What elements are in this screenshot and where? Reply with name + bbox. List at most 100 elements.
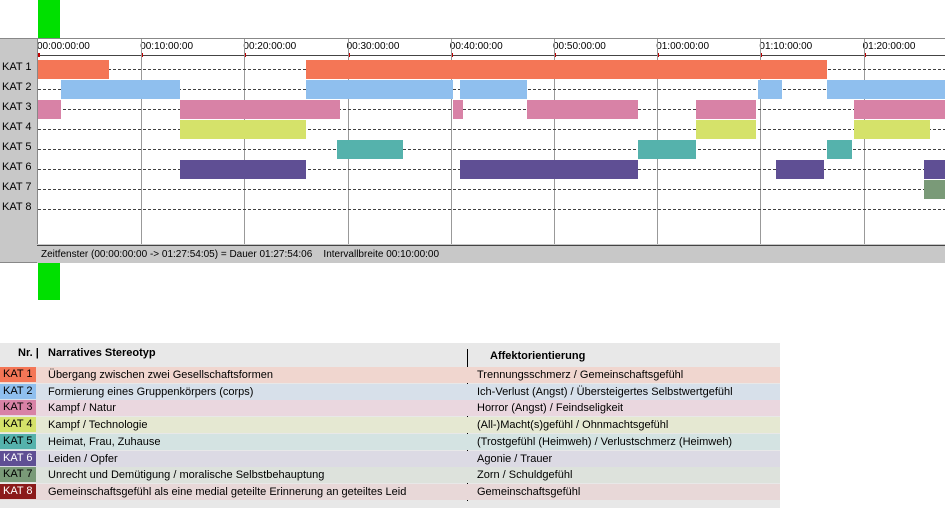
interval-gridline	[554, 39, 555, 244]
category-segment[interactable]	[924, 160, 945, 179]
row-guide-line	[38, 129, 945, 130]
status-bar: Zeitfenster (00:00:00:00 -> 01:27:54:05)…	[37, 245, 945, 263]
ruler-tick-marker	[554, 53, 556, 57]
category-segment[interactable]	[637, 140, 697, 159]
category-segment[interactable]	[758, 80, 783, 99]
ruler-tick-marker	[244, 53, 247, 57]
legend-header-affekt: Affektorientierung	[490, 350, 586, 362]
category-segment[interactable]	[180, 160, 307, 179]
category-segment[interactable]	[60, 80, 181, 99]
legend-affekt: Zorn / Schuldgefühl	[477, 469, 573, 482]
ruler-tick-label: 01:20:00:00	[862, 41, 916, 52]
legend-header-stereotyp: Narratives Stereotyp	[48, 347, 156, 359]
ruler-tick-label: 01:00:00:00	[656, 41, 710, 52]
row-label: KAT 7	[2, 181, 32, 193]
category-segment[interactable]	[854, 120, 930, 139]
time-ruler[interactable]: 00:00:00:00 00:10:00:00 00:20:00:00 00:30:0…	[37, 39, 945, 57]
ruler-tick-marker	[450, 53, 453, 57]
interval-gridline	[141, 39, 143, 244]
ruler-tick-marker	[141, 53, 144, 57]
legend-stereotyp: Kampf / Natur	[48, 402, 116, 415]
interval-gridline	[450, 39, 452, 244]
legend-row: KAT 3 Kampf / Natur Horror (Angst) / Feind…	[0, 400, 780, 417]
legend-row: KAT 2 Formierung eines Gruppenkörpers (co…	[0, 383, 780, 400]
interval-gridline	[863, 39, 865, 244]
category-segment[interactable]	[306, 60, 828, 79]
legend-affekt: (Trostgefühl (Heimweh) / Verlustschmerz …	[477, 435, 733, 448]
legend-row: KAT 5 Heimat, Frau, Zuhause (Trostgefühl (…	[0, 433, 780, 450]
row-label: KAT 5	[2, 141, 32, 153]
legend-row: KAT 7 Unrecht und Demütigung / moralische…	[0, 467, 780, 484]
legend-category-swatch: KAT 5	[0, 433, 36, 449]
ruler-tick-label: 00:20:00:00	[243, 41, 297, 52]
category-segment[interactable]	[696, 120, 757, 139]
interval-gridline	[760, 39, 762, 244]
legend-stereotyp: Leiden / Opfer	[48, 452, 118, 465]
ruler-tick-label: 00:10:00:00	[140, 41, 194, 52]
ruler-tick-label: 00:50:00:00	[553, 41, 606, 52]
category-segment[interactable]	[337, 140, 404, 159]
category-segment[interactable]	[696, 100, 757, 119]
track-area[interactable]: 00:00:00:00 00:10:00:00 00:20:00:00 00:30:0…	[37, 39, 945, 244]
ruler-tick-label: 00:00:00:00	[37, 41, 90, 52]
legend-affekt: Gemeinschaftsgefühl	[477, 485, 581, 498]
legend-stereotyp: Kampf / Technologie	[48, 419, 148, 432]
legend-stereotyp: Gemeinschaftsgefühl als eine medial gete…	[48, 485, 407, 498]
row-guide-line	[38, 189, 945, 190]
legend-stereotyp: Formierung eines Gruppenkörpers (corps)	[48, 385, 254, 398]
category-segment[interactable]	[452, 100, 464, 119]
playhead-marker-bottom[interactable]	[38, 263, 60, 300]
ruler-tick-label: 00:40:00:00	[449, 41, 503, 52]
legend-category-swatch: KAT 2	[0, 383, 36, 399]
legend-stereotyp: Unrecht und Demütigung / moralische Selb…	[48, 469, 325, 482]
legend-affekt: (All-)Macht(s)gefühl / Ohnmachtsgefühl	[477, 419, 669, 432]
category-legend: Nr. | Narratives Stereotyp Affektorienti…	[0, 343, 780, 508]
ruler-tick-marker	[347, 53, 350, 57]
ruler-tick-label: 01:10:00:00	[759, 41, 813, 52]
row-label: KAT 2	[2, 81, 32, 93]
legend-category-swatch: KAT 8	[0, 483, 36, 499]
category-segment[interactable]	[180, 100, 341, 119]
legend-row: KAT 4 Kampf / Technologie (All-)Macht(s)ge…	[0, 417, 780, 434]
ruler-tick-marker	[760, 53, 763, 57]
row-guide-line	[38, 149, 945, 150]
row-label: KAT 8	[2, 201, 32, 213]
category-segment[interactable]	[827, 80, 945, 99]
ruler-tick-marker	[38, 53, 40, 57]
category-segment[interactable]	[460, 80, 528, 99]
legend-category-swatch: KAT 1	[0, 367, 36, 382]
legend-row: KAT 8 Gemeinschaftsgefühl als eine medial…	[0, 483, 780, 500]
ruler-tick-marker	[657, 53, 660, 57]
category-segment[interactable]	[924, 180, 945, 199]
legend-category-swatch: KAT 4	[0, 417, 36, 433]
row-label: KAT 6	[2, 161, 32, 173]
row-label: KAT 4	[2, 121, 32, 133]
legend-header-nr: Nr. |	[18, 347, 39, 359]
legend-affekt: Trennungsschmerz / Gemeinschaftsgefühl	[477, 369, 684, 381]
row-guide-line	[38, 209, 945, 210]
row-label: KAT 3	[2, 101, 32, 113]
legend-stereotyp: Heimat, Frau, Zuhause	[48, 435, 161, 448]
legend-row: KAT 6 Leiden / Opfer Agonie / Trauer	[0, 450, 780, 467]
legend-category-swatch: KAT 7	[0, 467, 36, 483]
ruler-tick-marker	[863, 53, 866, 57]
category-segment[interactable]	[460, 160, 638, 179]
playhead-marker-top[interactable]	[38, 0, 60, 38]
category-segment[interactable]	[527, 100, 638, 119]
interval-gridline	[244, 39, 246, 244]
legend-category-swatch: KAT 6	[0, 450, 36, 466]
category-segment[interactable]	[180, 120, 307, 139]
category-segment[interactable]	[306, 80, 453, 99]
category-segment[interactable]	[775, 160, 825, 179]
legend-category-swatch: KAT 3	[0, 400, 36, 416]
legend-affekt: Horror (Angst) / Feindseligkeit	[477, 402, 624, 415]
timeline-panel: KAT 1 KAT 2 KAT 3 KAT 4 KAT 5 KAT 6 KAT 7 KAT 8…	[0, 38, 945, 263]
category-segment[interactable]	[827, 140, 853, 159]
legend-stereotyp: Übergang zwischen zwei Gesellschaftsform…	[48, 369, 273, 381]
legend-affekt: Agonie / Trauer	[477, 452, 553, 465]
category-segment[interactable]	[38, 60, 110, 79]
ruler-tick-label: 00:30:00:00	[346, 41, 400, 52]
legend-row: KAT 1 Übergang zwischen zwei Gesellschaft…	[0, 367, 780, 383]
category-segment[interactable]	[38, 100, 61, 119]
category-segment[interactable]	[854, 100, 945, 119]
